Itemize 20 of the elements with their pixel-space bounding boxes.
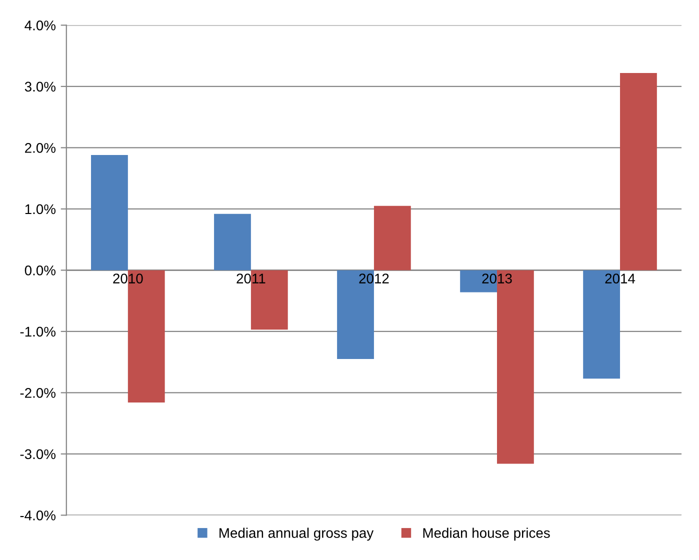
y-tick-label: -3.0%: [20, 449, 56, 460]
bar: [620, 72, 657, 270]
bar: [91, 155, 128, 270]
x-tick-label: 2010: [113, 274, 143, 284]
x-tick-label: 2013: [482, 274, 512, 284]
y-tick-label: 3.0%: [24, 82, 56, 92]
y-tick-label: 1.0%: [25, 204, 56, 214]
y-tick-label: 0.0%: [24, 266, 56, 276]
bar: [374, 206, 411, 270]
x-tick-label: 2011: [236, 274, 266, 284]
legend-label: Median annual gross pay: [220, 528, 374, 541]
y-tick-label: 2.0%: [25, 143, 56, 153]
bar: [214, 214, 251, 270]
y-tick-label: -4.0%: [20, 510, 56, 520]
y-tick-label: -1.0%: [20, 326, 56, 337]
y-tick-label: -2.0%: [20, 388, 56, 398]
y-tick-label: 4.0%: [24, 20, 56, 30]
x-tick-label: 2014: [605, 274, 636, 284]
x-tick-label: 2012: [359, 274, 389, 284]
legend-label: Median house prices: [423, 528, 550, 541]
